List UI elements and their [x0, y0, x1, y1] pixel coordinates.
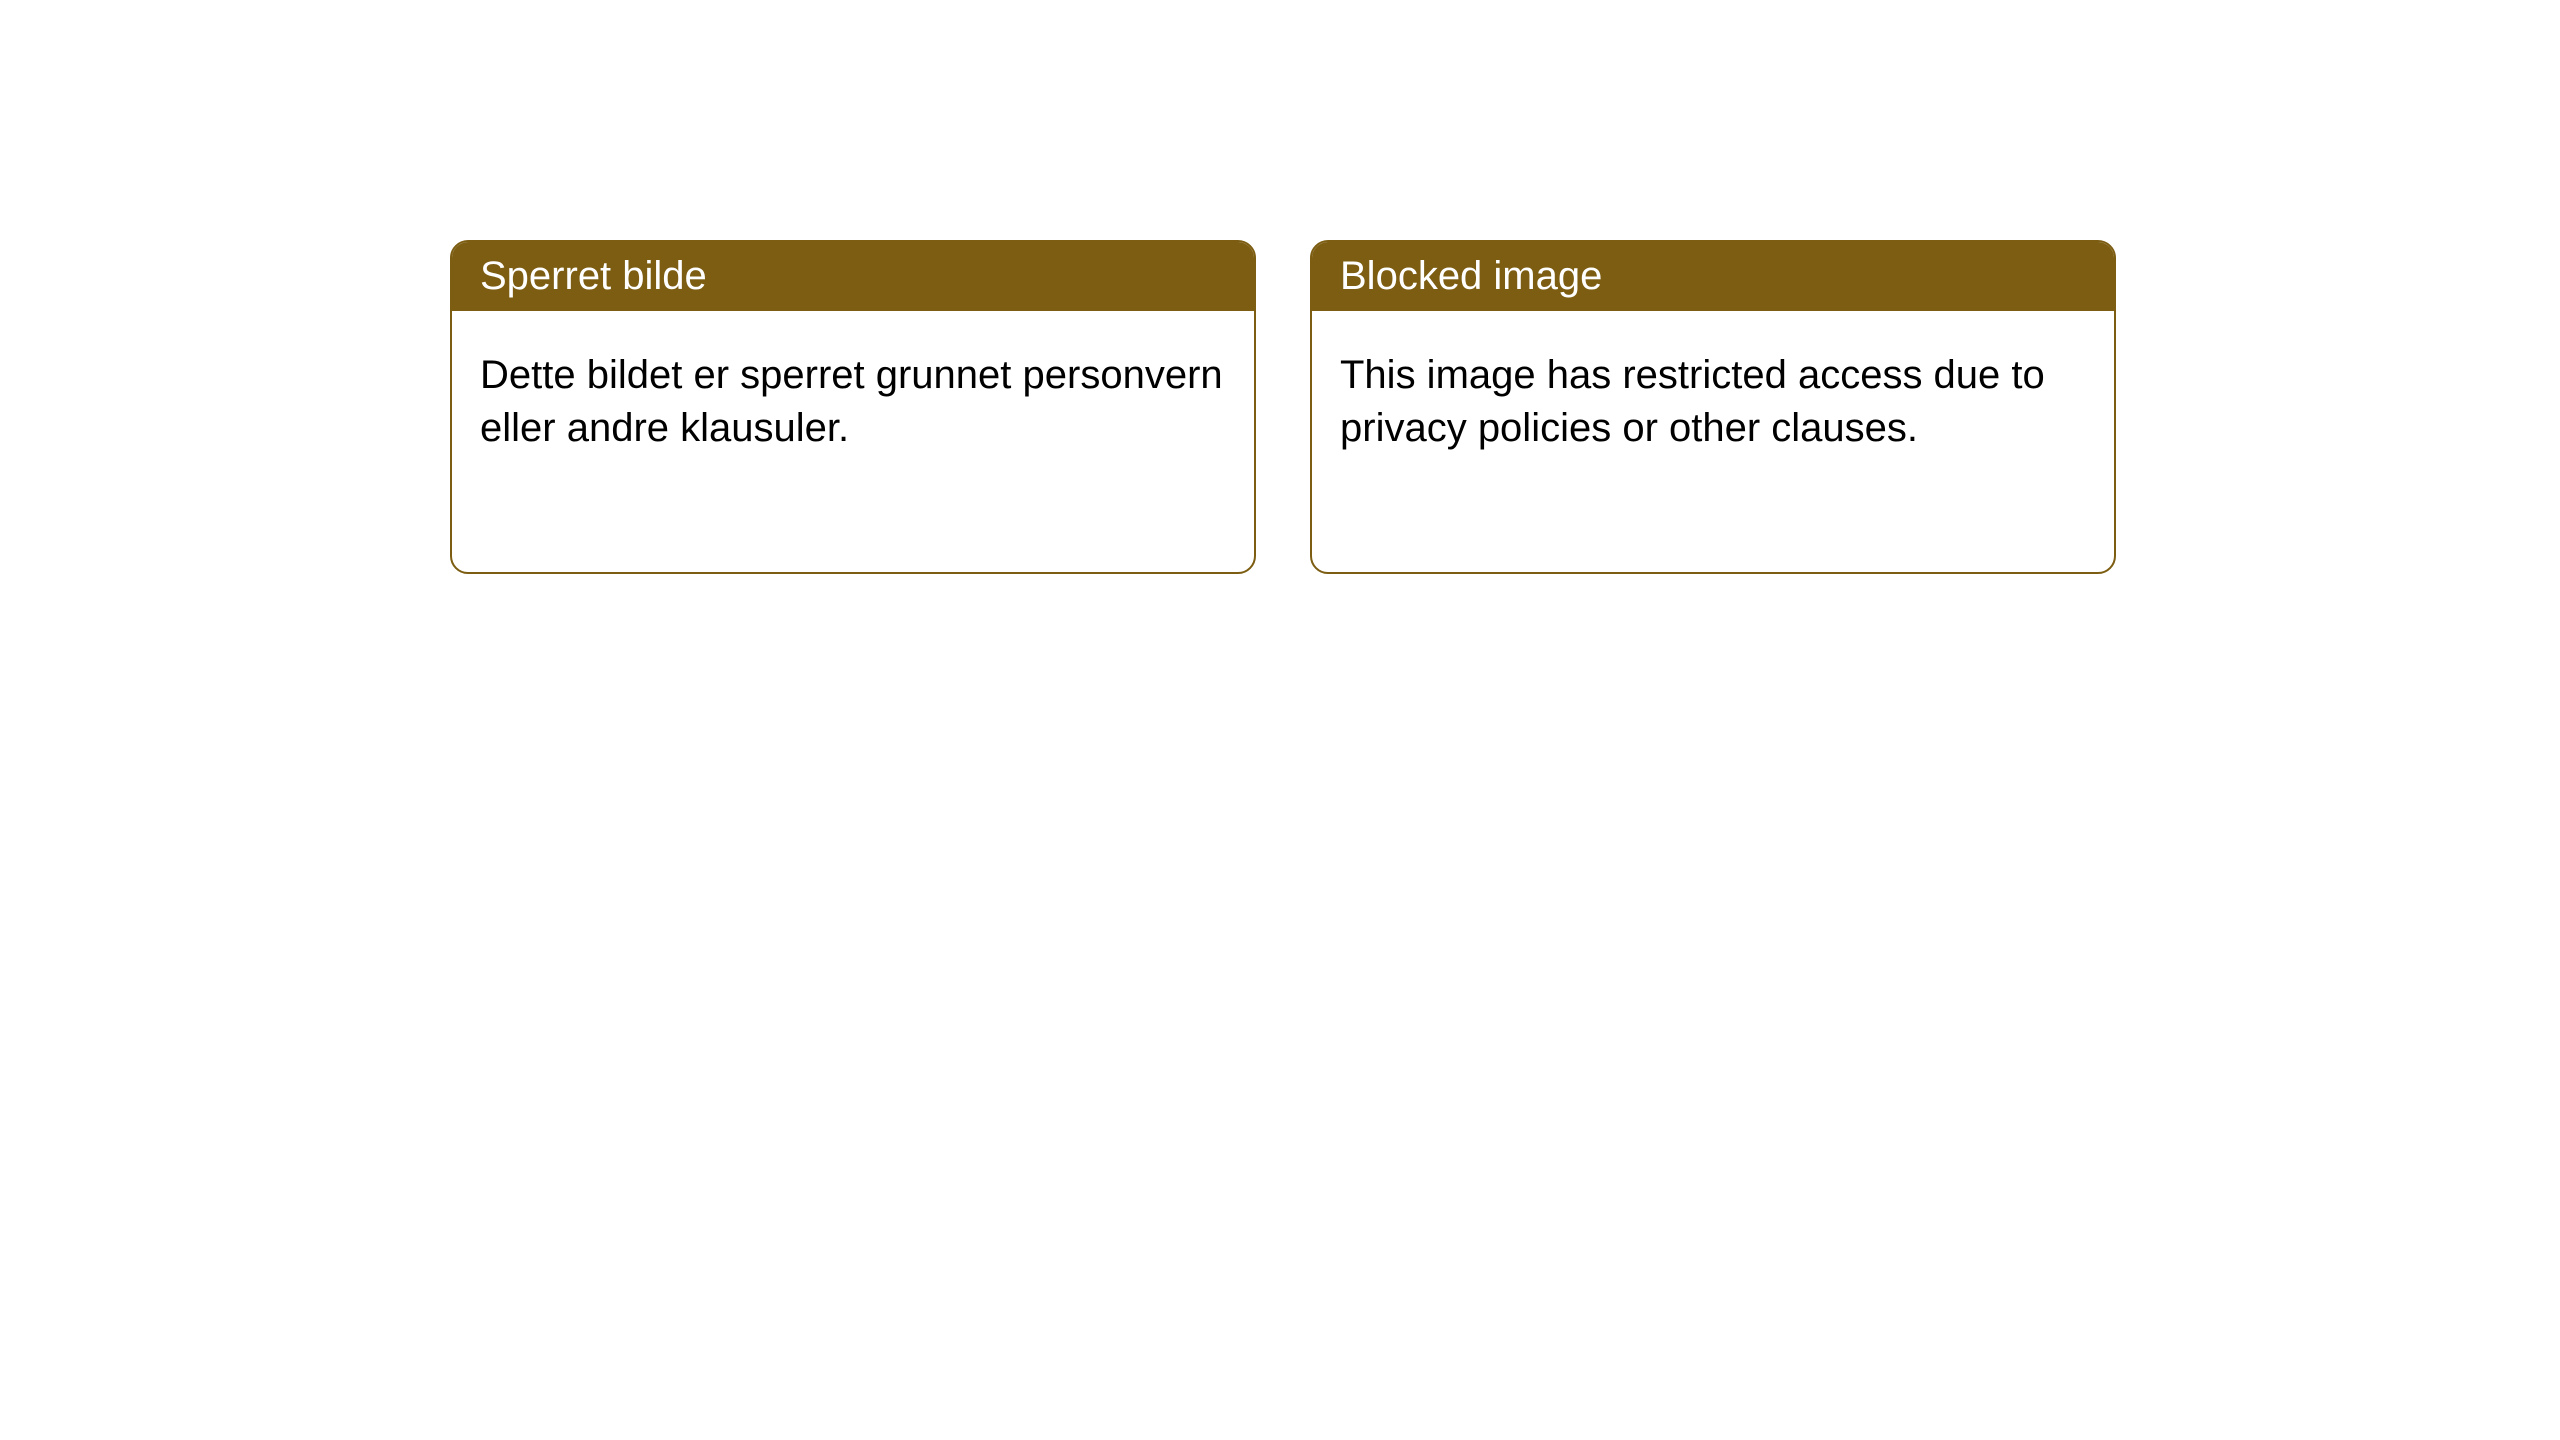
notice-body: This image has restricted access due to … [1312, 311, 2114, 493]
notice-header: Sperret bilde [452, 242, 1254, 311]
notice-card-english: Blocked image This image has restricted … [1310, 240, 2116, 574]
notice-message: This image has restricted access due to … [1340, 353, 2045, 450]
notice-title: Sperret bilde [480, 254, 707, 298]
notice-card-norwegian: Sperret bilde Dette bildet er sperret gr… [450, 240, 1256, 574]
notice-container: Sperret bilde Dette bildet er sperret gr… [0, 0, 2560, 574]
notice-body: Dette bildet er sperret grunnet personve… [452, 311, 1254, 493]
notice-message: Dette bildet er sperret grunnet personve… [480, 353, 1223, 450]
notice-title: Blocked image [1340, 254, 1602, 298]
notice-header: Blocked image [1312, 242, 2114, 311]
